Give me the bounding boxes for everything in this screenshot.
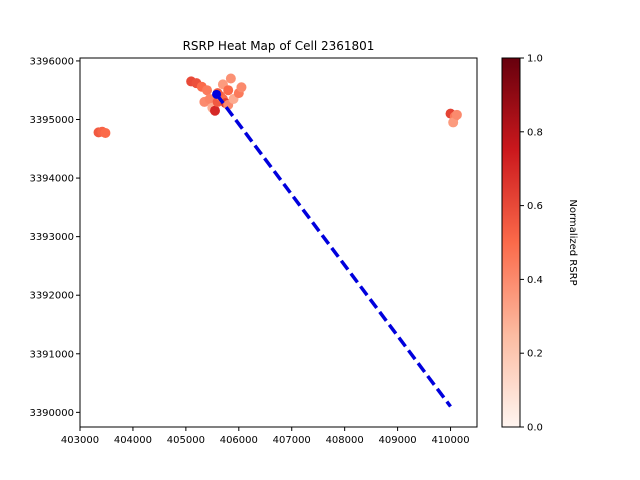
scatter-point	[209, 105, 220, 116]
plot-area: 403000 404000 405000 406000 407000 408000 4090…	[29, 56, 478, 446]
y-axis: 3390000 3391000 3392000 3393000 3394000 33950…	[29, 56, 80, 419]
x-tick-label: 410000	[431, 435, 469, 446]
y-tick-label: 3396000	[29, 56, 74, 67]
x-tick-label: 403000	[61, 435, 99, 446]
colorbar-tick-label: 1.0	[527, 54, 543, 65]
scatter-point	[100, 127, 111, 138]
y-tick-label: 3393000	[29, 232, 74, 243]
colorbar-tick-label: 0.0	[527, 423, 543, 434]
colorbar-tick-label: 0.2	[527, 349, 543, 360]
x-tick-label: 409000	[379, 435, 417, 446]
plot-frame	[79, 57, 478, 428]
points-layer	[93, 73, 462, 408]
x-tick-label: 404000	[114, 435, 152, 446]
scatter-point	[225, 73, 236, 84]
scatter-point	[451, 109, 462, 120]
y-tick-label: 3391000	[29, 349, 74, 360]
scatter-point	[202, 85, 213, 96]
x-axis: 403000 404000 405000 406000 407000 408000 4090…	[61, 427, 470, 446]
colorbar-gradient	[501, 57, 521, 428]
cell-site-marker	[212, 89, 222, 99]
scatter-point	[448, 117, 459, 128]
y-tick-label: 3395000	[29, 115, 74, 126]
x-tick-label: 405000	[167, 435, 205, 446]
y-tick-label: 3394000	[29, 174, 74, 185]
scatter-point	[236, 82, 247, 93]
colorbar-ticks: 0.0 0.2 0.4 0.6 0.8 1.0	[520, 54, 543, 434]
chart-title: RSRP Heat Map of Cell 2361801	[183, 39, 375, 53]
scatter-point	[223, 85, 234, 96]
scatter-point	[204, 94, 215, 104]
azimuth-line	[215, 93, 452, 408]
colorbar-label: Normalized RSRP	[567, 199, 578, 285]
x-tick-label: 408000	[326, 435, 364, 446]
y-tick-label: 3392000	[29, 291, 74, 302]
colorbar-tick-label: 0.8	[527, 127, 543, 138]
x-tick-label: 406000	[220, 435, 258, 446]
colorbar-tick-label: 0.6	[527, 201, 543, 212]
y-tick-label: 3390000	[29, 408, 74, 419]
x-tick-label: 407000	[273, 435, 311, 446]
colorbar-tick-label: 0.4	[527, 275, 543, 286]
colorbar: 0.0 0.2 0.4 0.6 0.8 1.0 Normalized RSRP	[501, 54, 578, 434]
